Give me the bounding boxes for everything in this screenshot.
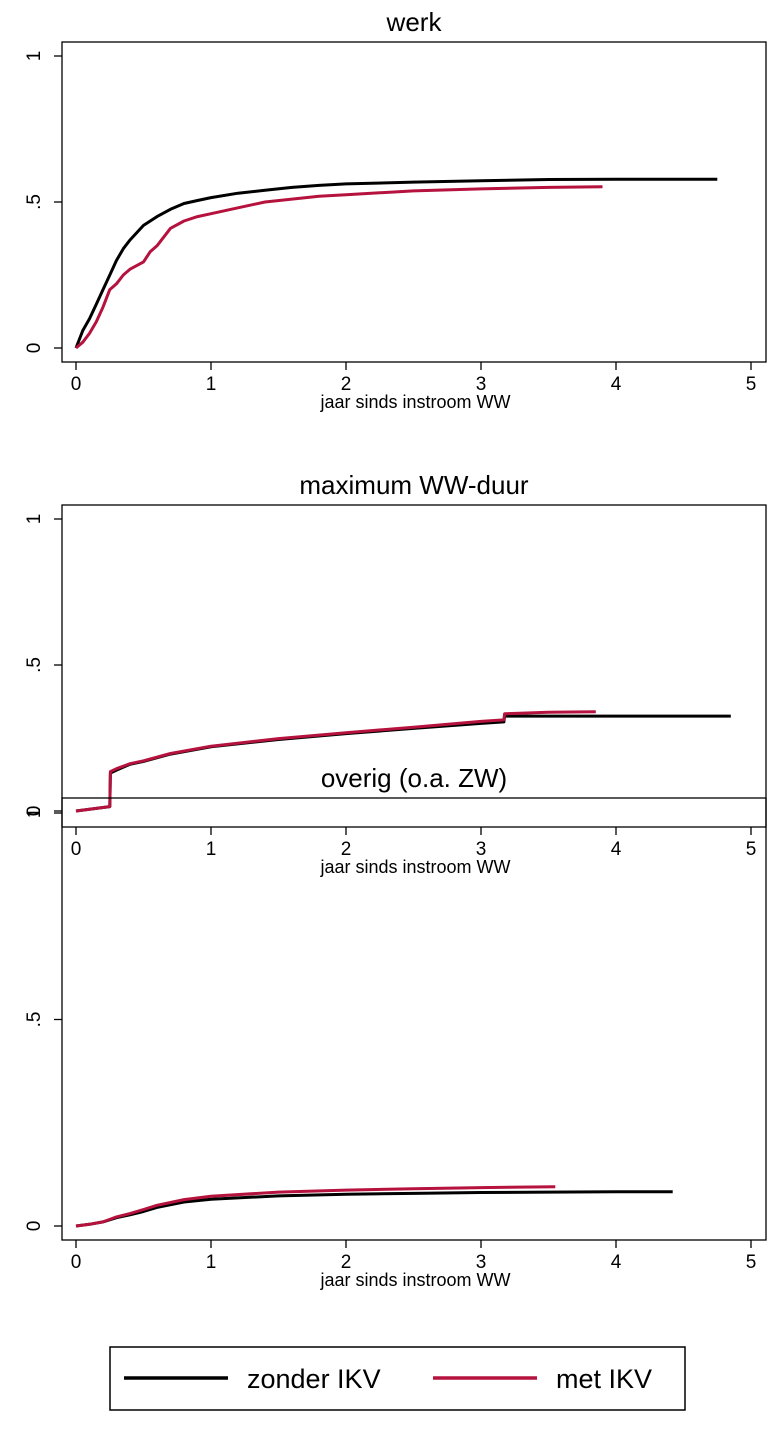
x-tick-label: 0 [71, 839, 82, 860]
chart-title: maximum WW-duur [299, 470, 529, 500]
x-tick-label: 2 [341, 839, 352, 860]
legend-label-zonder-ikv: zonder IKV [247, 1364, 381, 1394]
y-tick-label: 1 [24, 51, 45, 62]
x-tick-label: 2 [341, 1252, 352, 1273]
series-line-zonder-ikv [75, 1190, 673, 1228]
plot-frame [61, 504, 767, 828]
chart-title: overig (o.a. ZW) [321, 763, 507, 793]
x-tick-label: 1 [206, 839, 217, 860]
y-tick-label: 1 [24, 808, 45, 819]
series-line-met-ikv [75, 1185, 556, 1228]
x-tick-label: 2 [341, 374, 352, 395]
x-tick-label: 5 [746, 839, 757, 860]
y-tick-label: .5 [24, 657, 45, 673]
x-tick-label: 5 [746, 374, 757, 395]
x-tick-label: 0 [71, 1252, 82, 1273]
y-tick-label: 0 [24, 1221, 45, 1232]
series-line-met-ikv [75, 185, 603, 350]
y-tick-label: .5 [24, 194, 45, 210]
series-line-zonder-ikv [74, 177, 718, 349]
y-tick-label: 1 [24, 514, 45, 525]
y-tick-label: .5 [24, 1012, 45, 1028]
x-tick-label: 5 [746, 1252, 757, 1273]
y-tick-label: 0 [24, 343, 45, 354]
x-tick-label: 4 [611, 1252, 622, 1273]
chart-title: werk [386, 7, 443, 37]
x-axis-label: jaar sinds instroom WW [319, 857, 510, 877]
x-tick-label: 4 [611, 374, 622, 395]
legend-label-met-ikv: met IKV [556, 1364, 652, 1394]
y-tick-label: 0 [24, 806, 45, 817]
chart-panel-1: werk 0 .5 1 0 1 2 3 4 5 jaar sinds instroom WW [24, 7, 767, 412]
x-tick-label: 3 [476, 839, 487, 860]
x-axis-label: jaar sinds instroom WW [319, 392, 510, 412]
plot-frame [61, 41, 767, 363]
legend: zonder IKV met IKV [109, 1346, 686, 1411]
x-tick-label: 3 [476, 1252, 487, 1273]
x-tick-label: 0 [71, 374, 82, 395]
series-line-met-ikv [75, 710, 596, 813]
x-tick-label: 1 [206, 1252, 217, 1273]
x-tick-label: 1 [206, 374, 217, 395]
x-tick-label: 4 [611, 839, 622, 860]
x-tick-label: 3 [476, 374, 487, 395]
x-axis-label: jaar sinds instroom WW [319, 1270, 510, 1290]
